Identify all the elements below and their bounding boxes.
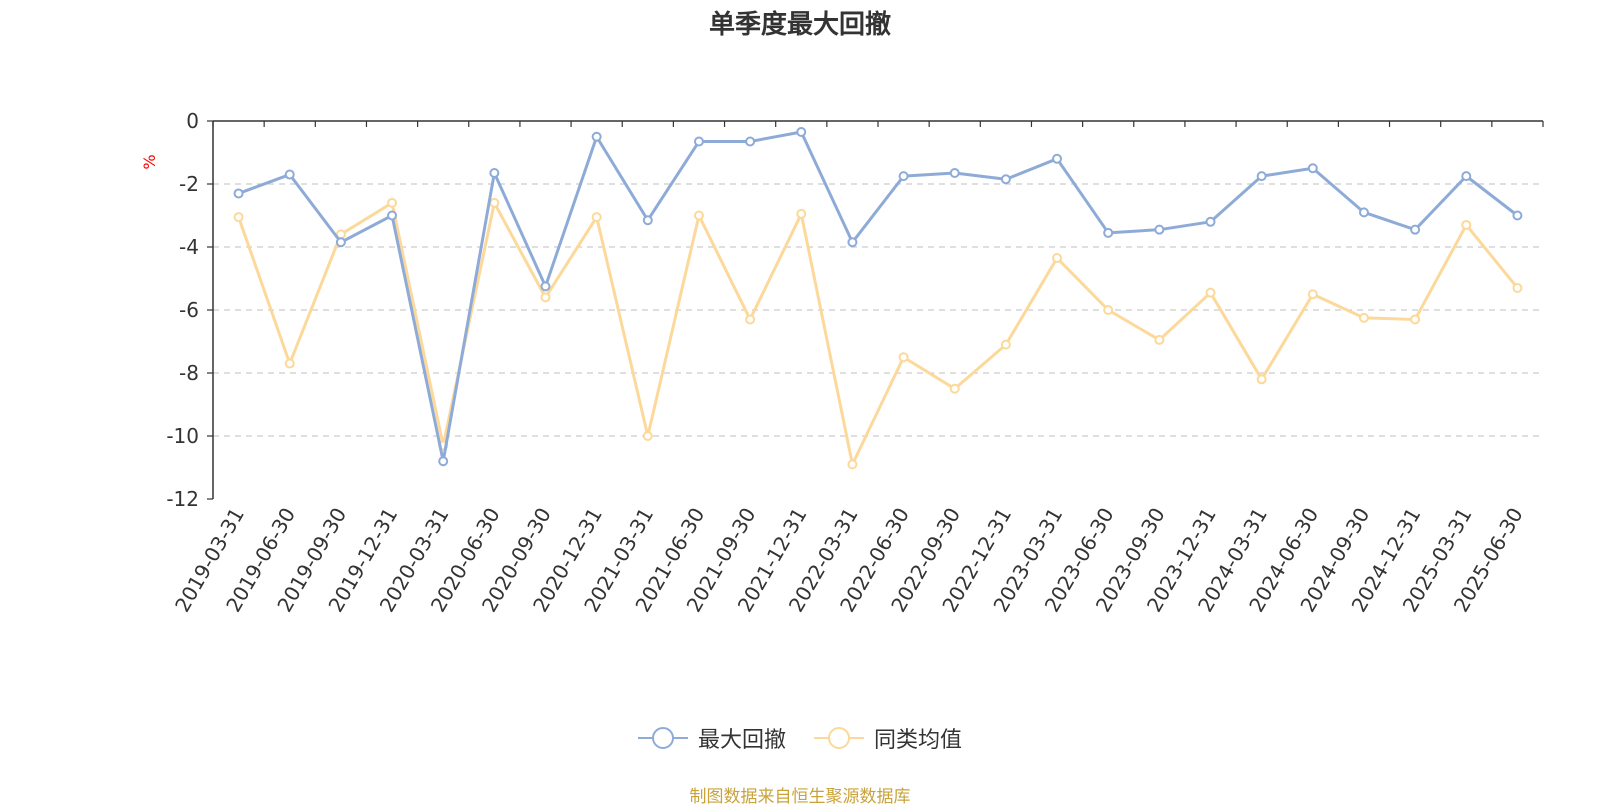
data-point <box>796 127 807 138</box>
data-point <box>898 171 909 182</box>
y-tick-label: -10 <box>166 424 199 448</box>
data-point <box>1358 312 1369 323</box>
y-tick-label: -6 <box>179 298 199 322</box>
legend: 最大回撤 同类均值 <box>0 722 1600 754</box>
legend-item-max-drawdown[interactable]: 最大回撤 <box>637 722 786 754</box>
data-point <box>1154 224 1165 235</box>
series-line <box>237 201 1519 466</box>
data-point <box>489 197 500 208</box>
data-point <box>233 188 244 199</box>
data-point <box>847 459 858 470</box>
data-point <box>591 131 602 142</box>
data-point <box>591 212 602 223</box>
data-point <box>387 197 398 208</box>
data-point <box>1461 219 1472 230</box>
legend-label: 同类均值 <box>874 728 963 753</box>
data-point <box>1205 216 1216 227</box>
data-point <box>642 431 653 441</box>
data-point <box>1410 314 1421 325</box>
data-point <box>745 314 756 325</box>
legend-label: 最大回撤 <box>697 728 786 753</box>
y-tick-label: -4 <box>179 235 199 259</box>
data-point <box>284 358 295 369</box>
data-point <box>898 352 909 363</box>
y-tick-label: -8 <box>179 361 199 385</box>
data-point <box>1052 153 1063 164</box>
data-point <box>847 237 858 248</box>
data-point <box>1307 289 1318 300</box>
data-point <box>335 237 346 248</box>
data-point <box>1000 339 1011 350</box>
data-point <box>1154 334 1165 345</box>
data-point <box>1205 287 1216 298</box>
data-point <box>1410 224 1421 235</box>
y-tick-label: 0 <box>186 109 199 133</box>
data-point <box>1307 163 1318 174</box>
data-point <box>642 215 653 226</box>
data-point <box>949 167 960 178</box>
data-point <box>387 210 398 221</box>
data-point <box>1000 174 1011 185</box>
data-point <box>1512 282 1523 293</box>
y-tick-label: -12 <box>166 487 199 511</box>
data-point <box>1256 171 1267 182</box>
legend-marker-icon <box>637 727 688 749</box>
data-point <box>1461 171 1472 182</box>
data-point <box>796 208 807 219</box>
data-point <box>1052 253 1063 264</box>
data-point <box>1103 305 1114 315</box>
data-point <box>693 210 704 221</box>
y-tick-label: -2 <box>179 172 199 196</box>
data-point <box>284 169 295 180</box>
data-point <box>693 136 704 147</box>
data-point <box>1512 210 1523 221</box>
source-note: 制图数据来自恒生聚源数据库 <box>689 787 911 807</box>
data-point <box>540 292 551 303</box>
series-line <box>238 130 1519 463</box>
data-point <box>1103 227 1114 238</box>
data-point <box>233 212 244 223</box>
data-point <box>1256 374 1267 385</box>
data-point <box>438 456 449 467</box>
data-point <box>1358 207 1369 218</box>
data-point <box>949 383 960 394</box>
data-point <box>540 281 551 292</box>
legend-marker-icon <box>814 727 864 749</box>
chart-title: 单季度最大回撤 <box>708 10 891 40</box>
legend-item-peer-average[interactable]: 同类均值 <box>814 722 962 754</box>
y-axis-unit: % <box>140 154 159 169</box>
data-point <box>489 167 500 178</box>
data-point <box>745 136 756 147</box>
